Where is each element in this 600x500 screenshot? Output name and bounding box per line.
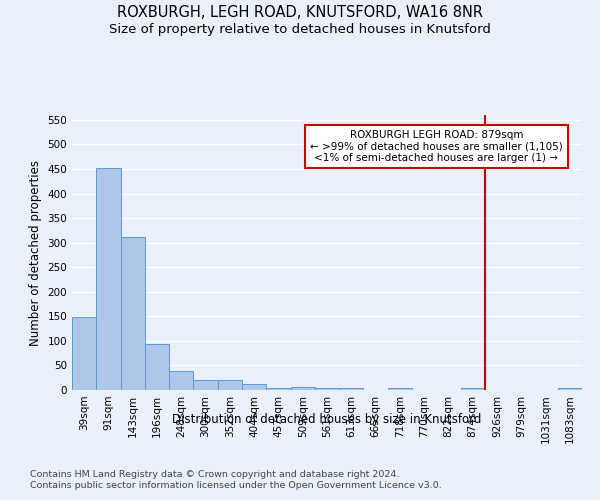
Bar (558, 388, 582, 390)
Bar (461, 388, 485, 390)
Bar (193, 380, 218, 390)
Text: Contains public sector information licensed under the Open Government Licence v3: Contains public sector information licen… (30, 481, 442, 490)
Bar (145, 344, 169, 390)
Bar (266, 388, 290, 390)
Bar (339, 388, 364, 390)
Bar (242, 384, 266, 390)
Bar (169, 372, 193, 390)
Bar (388, 388, 412, 390)
Y-axis label: Number of detached properties: Number of detached properties (29, 160, 42, 346)
Bar (218, 380, 242, 390)
Bar (96, 168, 121, 390)
Text: Size of property relative to detached houses in Knutsford: Size of property relative to detached ho… (109, 22, 491, 36)
Text: Distribution of detached houses by size in Knutsford: Distribution of detached houses by size … (172, 412, 482, 426)
Bar (315, 388, 339, 390)
Text: ROXBURGH, LEGH ROAD, KNUTSFORD, WA16 8NR: ROXBURGH, LEGH ROAD, KNUTSFORD, WA16 8NR (117, 5, 483, 20)
Bar (290, 386, 315, 390)
Bar (121, 238, 145, 390)
Bar (72, 318, 96, 390)
Text: ROXBURGH LEGH ROAD: 879sqm
← >99% of detached houses are smaller (1,105)
<1% of : ROXBURGH LEGH ROAD: 879sqm ← >99% of det… (310, 130, 563, 163)
Text: Contains HM Land Registry data © Crown copyright and database right 2024.: Contains HM Land Registry data © Crown c… (30, 470, 400, 479)
